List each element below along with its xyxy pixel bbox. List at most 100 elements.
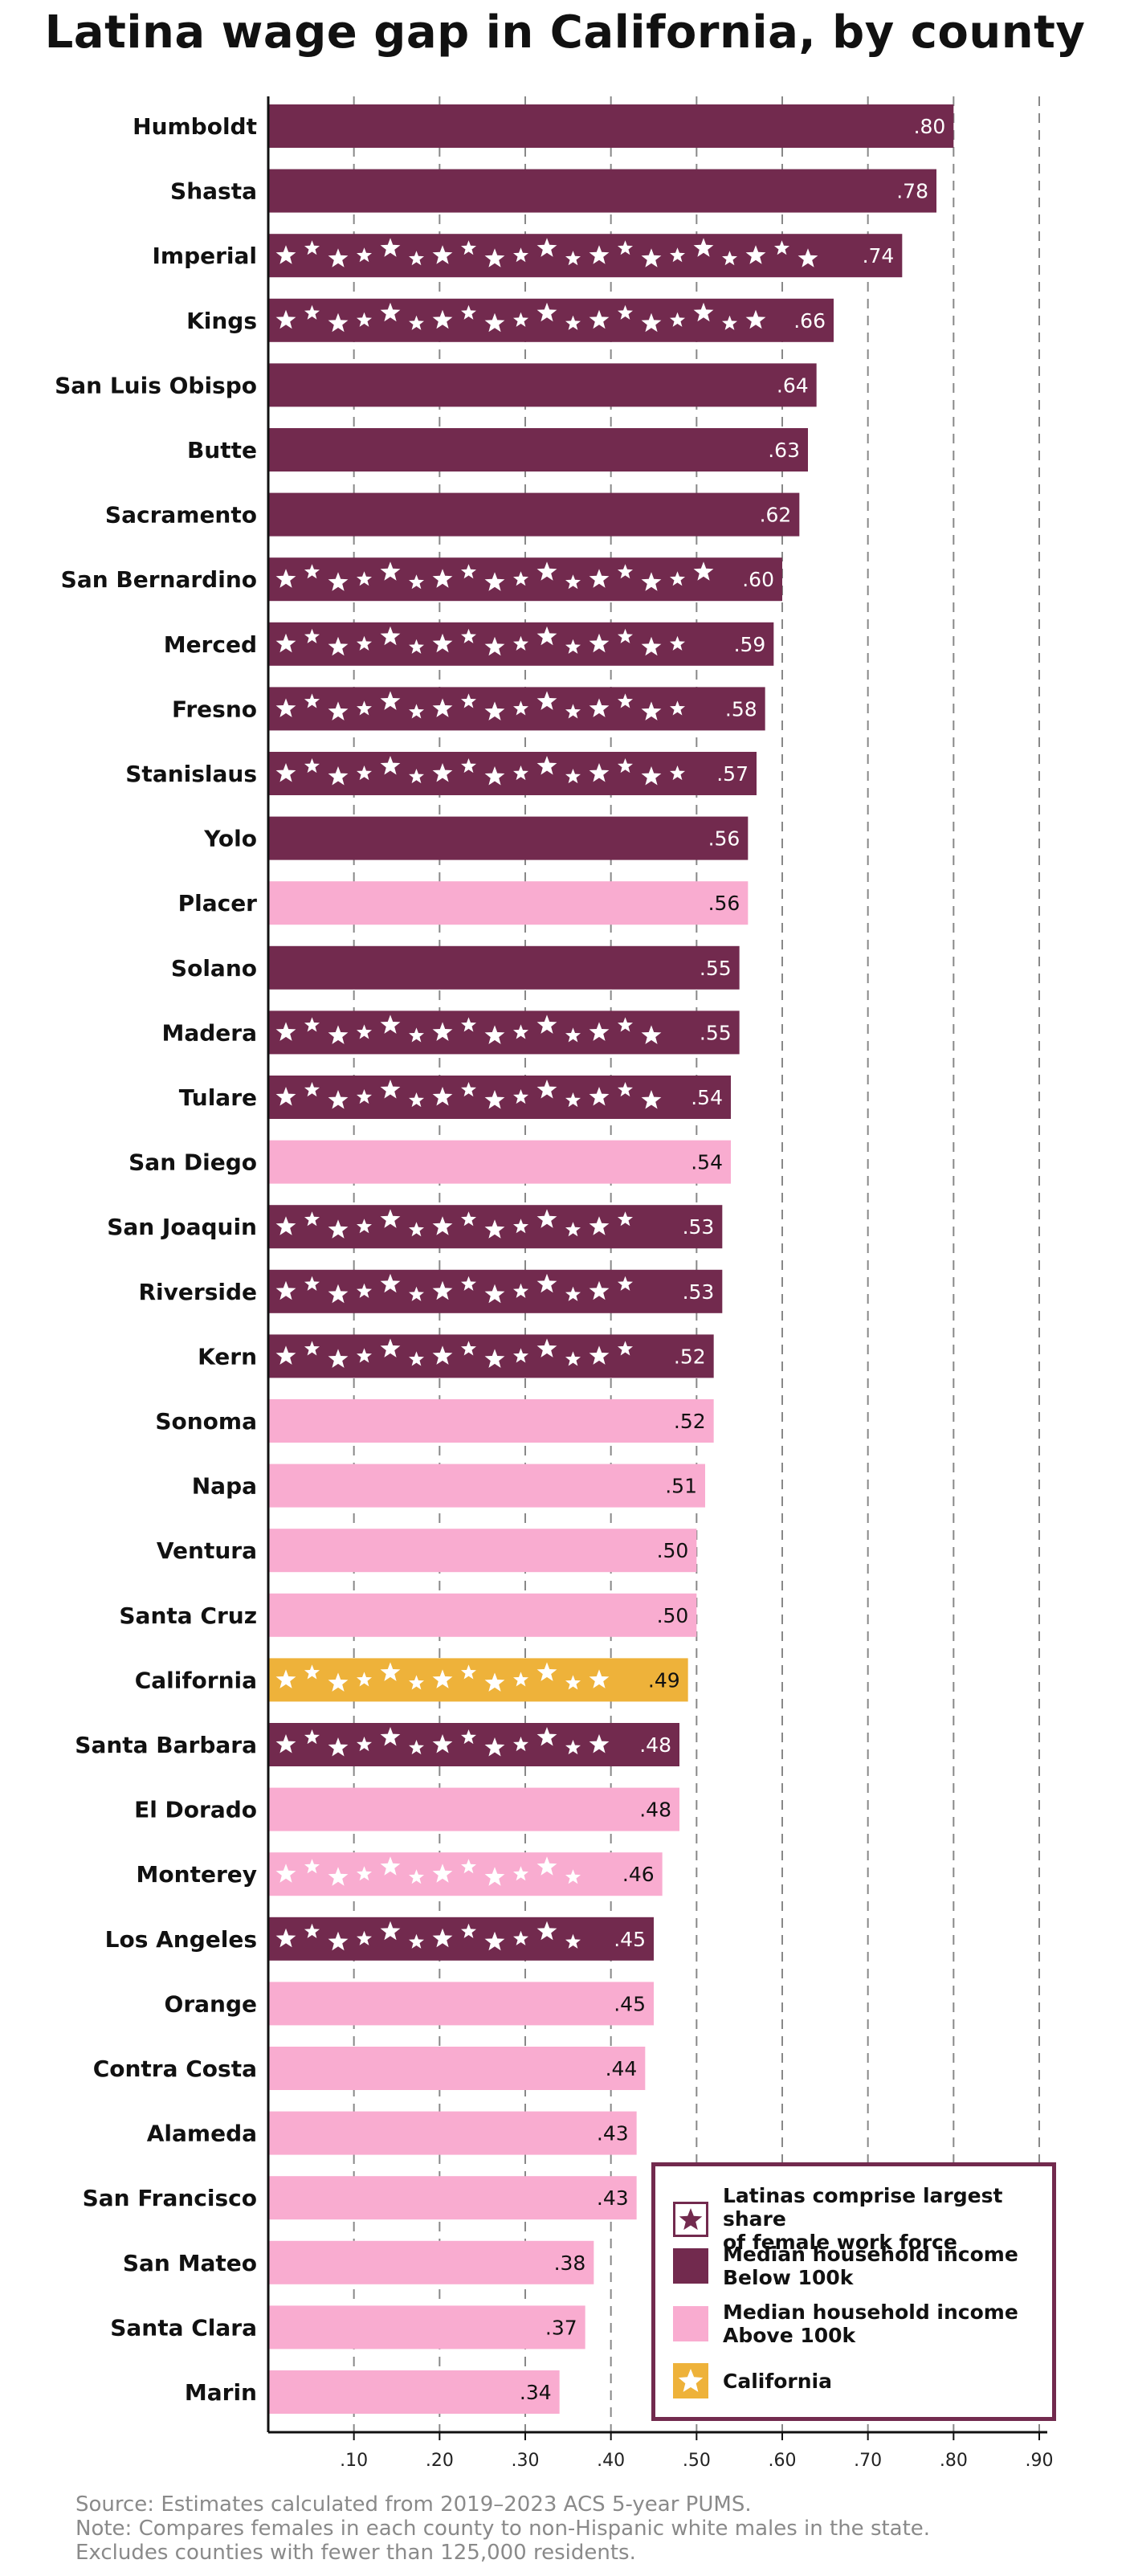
star-mark <box>380 302 401 322</box>
bar-group: Solano .55 <box>171 945 740 990</box>
bar-group: Tulare .54 <box>179 1076 731 1119</box>
star-mark <box>304 304 320 320</box>
star-mark <box>513 1348 528 1363</box>
category-label: Tulare <box>179 1084 257 1111</box>
star-mark <box>275 309 296 329</box>
category-label: Yolo <box>203 826 257 852</box>
star-mark <box>589 698 610 717</box>
bar-group: Placer .56 <box>178 881 749 925</box>
star-mark <box>589 1669 610 1688</box>
star-mark <box>536 1273 557 1293</box>
star-mark <box>275 763 296 782</box>
star-mark <box>432 1864 453 1883</box>
tick-label: .50 <box>683 2451 711 2471</box>
value-label: .58 <box>725 697 757 721</box>
star-mark <box>589 245 610 264</box>
bar <box>268 1464 705 1508</box>
bar <box>268 2240 594 2284</box>
legend-label-state: California <box>723 2369 832 2393</box>
star-mark <box>565 1740 581 1755</box>
category-label: San Diego <box>129 1149 257 1176</box>
star-mark <box>484 766 505 786</box>
bar-chart: Humboldt .80 Shasta .78 Imperial .74 Kings .66 S… <box>55 96 1054 2471</box>
category-label: Solano <box>171 955 257 982</box>
star-mark <box>380 691 401 710</box>
legend-swatch-stars <box>673 2201 708 2237</box>
star-mark <box>536 1338 557 1357</box>
legend-item-above: Median household income Above 100k <box>673 2300 1018 2347</box>
bar <box>268 2305 585 2349</box>
category-label: Napa <box>192 1473 257 1500</box>
star-mark <box>536 1014 557 1034</box>
category-label: San Joaquin <box>107 1214 257 1240</box>
bar-group: California .49 <box>135 1658 688 1702</box>
star-mark <box>461 1211 476 1227</box>
star-mark <box>774 240 789 255</box>
star-mark <box>565 574 581 590</box>
star-mark <box>798 248 818 267</box>
star-mark <box>670 571 685 586</box>
bar-group: Imperial .74 <box>152 234 903 278</box>
bar <box>268 104 954 148</box>
star-mark <box>380 1338 401 1357</box>
star-mark <box>409 1869 424 1884</box>
value-label: .44 <box>606 2057 638 2080</box>
bar-group: Riverside .53 <box>138 1269 723 1313</box>
star-mark <box>328 572 349 591</box>
star-mark <box>275 1216 296 1235</box>
star-mark <box>484 1219 505 1239</box>
star-mark <box>484 572 505 591</box>
star-mark <box>304 1664 320 1680</box>
axes <box>267 96 1047 2434</box>
value-label: .59 <box>734 633 766 656</box>
tick-label: .90 <box>1026 2451 1054 2471</box>
bar-group: Contra Costa .44 <box>93 2047 646 2090</box>
star-mark <box>328 701 349 721</box>
star-mark <box>328 1672 349 1692</box>
bar-group: Napa .51 <box>192 1464 705 1508</box>
star-mark <box>589 1216 610 1235</box>
star-mark <box>432 1345 453 1365</box>
bar-group: Humboldt .80 <box>133 104 954 148</box>
star-mark <box>722 251 737 266</box>
category-label: Kern <box>198 1343 257 1370</box>
star-mark <box>589 1345 610 1365</box>
star-mark <box>565 1092 581 1108</box>
star-mark <box>357 1219 372 1234</box>
category-label: Marin <box>185 2379 257 2406</box>
star-mark <box>357 1348 372 1363</box>
bar-group: San Mateo .38 <box>123 2240 594 2284</box>
star-mark <box>357 1283 372 1298</box>
category-label: Contra Costa <box>93 2055 257 2082</box>
bar-group: El Dorado .48 <box>134 1787 679 1831</box>
star-mark <box>357 312 372 327</box>
star-mark <box>565 315 581 330</box>
star-mark <box>565 1222 581 1237</box>
bar-group: Yolo .56 <box>203 816 749 860</box>
star-mark <box>484 1025 505 1044</box>
value-label: .62 <box>760 504 792 527</box>
tick-label: .40 <box>597 2451 625 2471</box>
category-label: Sonoma <box>155 1408 257 1435</box>
value-label: .43 <box>597 2122 629 2145</box>
star-mark <box>670 247 685 263</box>
bar <box>268 945 740 990</box>
star-mark <box>328 636 349 656</box>
star-mark <box>409 574 424 590</box>
star-mark <box>618 304 633 320</box>
category-label: El Dorado <box>134 1797 257 1823</box>
value-label: .63 <box>768 439 800 462</box>
star-mark <box>618 1211 633 1227</box>
value-label: .45 <box>614 1928 646 1951</box>
value-label: .53 <box>683 1215 715 1239</box>
category-label: Placer <box>178 890 258 917</box>
star-mark <box>461 1276 476 1291</box>
bar <box>268 816 749 860</box>
star-mark <box>513 1089 528 1104</box>
bar <box>268 2176 637 2220</box>
bar-group: San Diego .54 <box>129 1140 731 1184</box>
bar-group: Marin .34 <box>185 2370 560 2414</box>
star-mark <box>357 1930 372 1945</box>
star-mark <box>409 1092 424 1108</box>
bar <box>268 428 808 472</box>
